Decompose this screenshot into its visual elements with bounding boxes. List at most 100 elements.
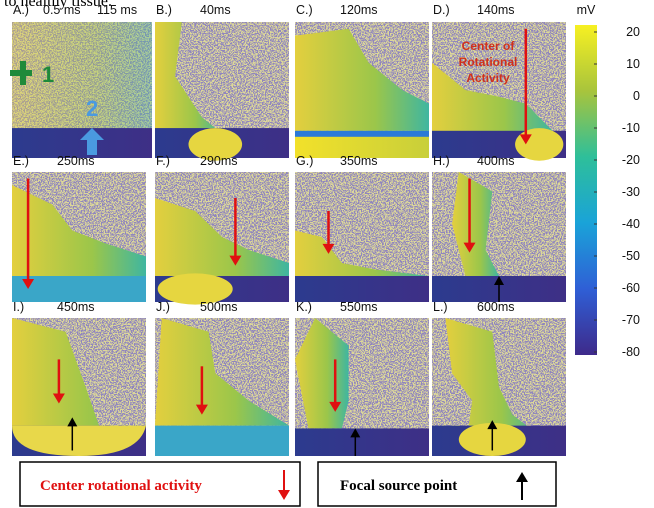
center-annotation: Activity <box>466 71 510 85</box>
panel: A.) 0.5 ms 115 ms 1 2 <box>10 3 152 158</box>
wave-bump <box>157 273 233 305</box>
center-annotation: Center of <box>462 39 516 53</box>
panel: K.) 550ms <box>295 300 429 456</box>
panel: B.) 40ms <box>155 3 289 161</box>
wave-front <box>155 318 289 426</box>
wave-front <box>445 318 540 456</box>
legend-box <box>317 461 557 507</box>
panel-time: 0.5 ms <box>43 3 81 17</box>
black-arrow <box>494 276 504 302</box>
panel-label: L.) <box>433 300 448 314</box>
panel-label: A.) <box>13 3 29 17</box>
arrow-head <box>329 401 342 412</box>
colorbar-tick-label: -20 <box>622 153 640 167</box>
colorbar-unit: mV <box>577 3 596 17</box>
panel-label: D.) <box>433 3 450 17</box>
wave-front <box>12 185 146 276</box>
marker-label: 2 <box>86 96 98 121</box>
green-marker <box>10 61 32 85</box>
panel-label: E.) <box>13 154 29 168</box>
black-arrow <box>487 420 498 451</box>
panel-time: 40ms <box>200 3 231 17</box>
panel-time: 140ms <box>477 3 515 17</box>
colorbar-tick-label: 20 <box>626 25 640 39</box>
legend-black: Focal source point <box>340 478 457 494</box>
bottom-band <box>12 276 146 302</box>
wave-front <box>12 318 146 456</box>
panel-time: 600ms <box>477 300 515 314</box>
hot-zone <box>12 425 146 456</box>
colorbar-tick-label: -60 <box>622 281 640 295</box>
arrow-head <box>195 404 208 415</box>
legend-box <box>19 461 301 507</box>
panel: L.) 600ms <box>432 300 566 456</box>
black-arrow <box>350 428 361 456</box>
panel-time: 350ms <box>340 154 378 168</box>
panel: G.) 350ms <box>295 154 429 302</box>
red-arrow <box>22 178 35 289</box>
panel-label: B.) <box>156 3 172 17</box>
red-arrow <box>52 359 65 404</box>
legend-red: Center rotational activity <box>40 478 202 494</box>
wave-front <box>452 172 499 276</box>
red-arrow <box>322 211 335 254</box>
panel-time: 450ms <box>57 300 95 314</box>
colorbar-tick-label: 0 <box>633 89 640 103</box>
arrow-head <box>487 420 498 430</box>
colorbar-tick-label: -70 <box>622 313 640 327</box>
arrow-head <box>67 417 78 427</box>
legend-red-arrow <box>278 470 290 500</box>
arrow-head <box>229 255 242 266</box>
arrow-head <box>350 428 361 438</box>
panel-time: 550ms <box>340 300 378 314</box>
bottom-band <box>155 425 289 456</box>
panel: C.) 120ms <box>295 3 429 158</box>
bottom-band <box>295 276 429 302</box>
panel-time: 250ms <box>57 154 95 168</box>
black-arrow <box>67 417 78 451</box>
arrow-head <box>322 243 335 254</box>
panel-label: J.) <box>156 300 170 314</box>
panel: D.) 140ms Center of Rotational Activity <box>432 3 566 161</box>
panel-label: G.) <box>296 154 313 168</box>
bottom-band <box>295 428 429 456</box>
panel-label: K.) <box>296 300 312 314</box>
panels: A.) 0.5 ms 115 ms 1 2 B.) 40ms C.) 120ms D.) 140ms… <box>10 3 566 456</box>
panel-time: 115 ms <box>97 3 137 17</box>
red-arrow <box>195 366 208 415</box>
colorbar-tick-label: -50 <box>622 249 640 263</box>
panel: F.) 290ms <box>155 154 289 305</box>
red-arrow <box>229 198 242 266</box>
colorbar-tick-label: 10 <box>626 57 640 71</box>
panel: E.) 250ms <box>12 154 146 302</box>
wave-front <box>295 230 429 276</box>
panel-label: F.) <box>156 154 170 168</box>
wave-front <box>295 28 429 131</box>
band-edge <box>295 130 429 137</box>
wave-front <box>12 22 152 129</box>
arrow-head <box>463 242 476 253</box>
panel-label: H.) <box>433 154 450 168</box>
colorbar <box>575 25 597 355</box>
arrow-head <box>52 393 65 404</box>
colorbar-ticks: 20 10 0 -10 -20 -30 -40 -50 -60 -70 -80 <box>594 25 640 359</box>
panel-label: C.) <box>296 3 313 17</box>
colorbar-tick-label: -30 <box>622 185 640 199</box>
colorbar-tick-label: -40 <box>622 217 640 231</box>
panel: J.) 500ms <box>155 300 289 456</box>
wave-front <box>155 22 222 158</box>
marker-label: 1 <box>42 62 54 87</box>
bottom-band <box>12 128 152 158</box>
panel: I.) 450ms <box>12 300 146 456</box>
wave-front <box>155 198 289 276</box>
colorbar-tick-label: -80 <box>622 345 640 359</box>
red-arrow <box>329 359 342 412</box>
panel-time: 400ms <box>477 154 515 168</box>
header-fragment: to healthy tissue. <box>4 0 112 10</box>
panel-time: 500ms <box>200 300 238 314</box>
panel-time: 290ms <box>200 154 238 168</box>
panel-label: I.) <box>13 300 24 314</box>
panel-time: 120ms <box>340 3 378 17</box>
blue-marker <box>80 128 104 155</box>
